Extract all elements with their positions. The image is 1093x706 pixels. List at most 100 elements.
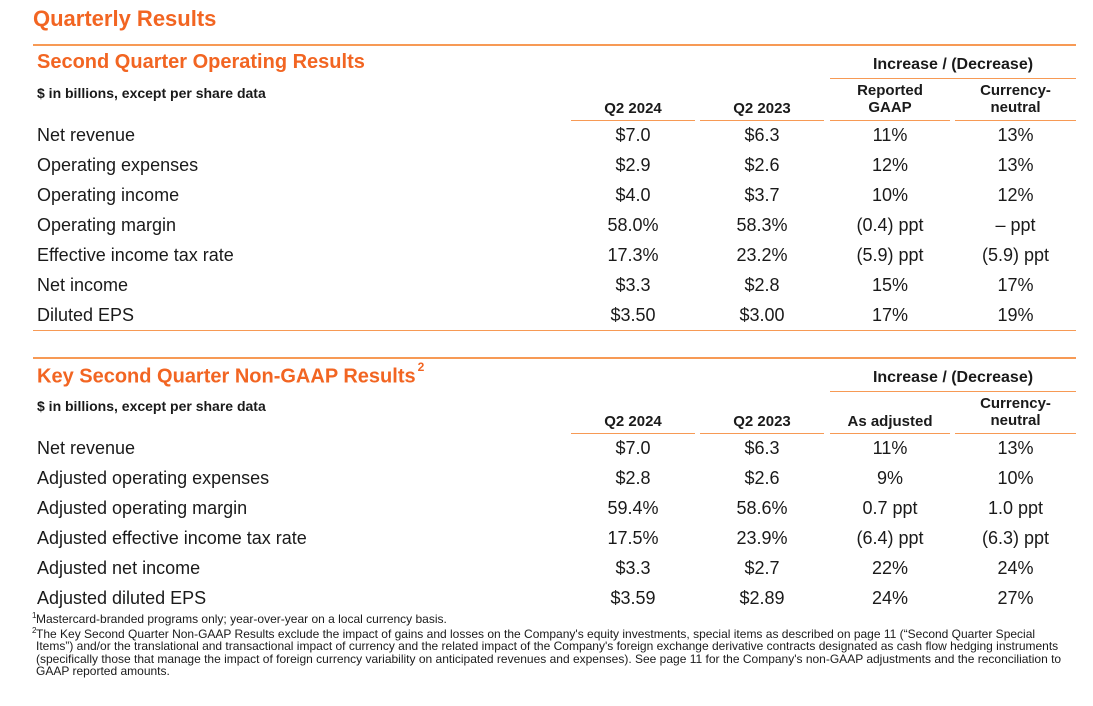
row-label: Effective income tax rate xyxy=(37,245,234,265)
cell-q2024: $7.0 xyxy=(615,125,651,145)
cell-currency-neutral: 17% xyxy=(997,275,1034,295)
table-row: Operating expenses $2.9 $2.6 12% 13% xyxy=(33,151,1076,181)
footnote-text: Mastercard-branded programs only; year-o… xyxy=(36,612,447,626)
footnote-text: The Key Second Quarter Non-GAAP Results … xyxy=(36,626,1062,678)
footnote: 1 Mastercard-branded programs only; year… xyxy=(32,611,1066,626)
table-row: Adjusted net income $3.3 $2.7 22% 24% xyxy=(33,554,1076,584)
column-header-q2023: Q2 2023 xyxy=(733,100,791,117)
cell-as-adjusted: 24% xyxy=(871,588,909,608)
row-label: Operating expenses xyxy=(37,155,199,175)
table-row: Adjusted operating expenses $2.8 $2.6 9%… xyxy=(33,464,1076,494)
cell-q2023: 58.6% xyxy=(736,498,788,518)
cell-currency-neutral: 1.0 ppt xyxy=(987,498,1044,518)
column-rule xyxy=(700,120,824,121)
cell-currency-neutral: 13% xyxy=(997,125,1034,145)
cell-q2023: 58.3% xyxy=(736,215,788,235)
row-label: Adjusted effective income tax rate xyxy=(37,528,307,548)
column-header-line: Currency- xyxy=(980,395,1051,412)
section-title: Second Quarter Operating Results xyxy=(37,51,365,73)
cell-q2024: 59.4% xyxy=(607,498,659,518)
section-bottom-rule xyxy=(33,330,1076,331)
cell-reported-gaap: (5.9) ppt xyxy=(856,245,924,265)
cell-q2024: 58.0% xyxy=(607,215,659,235)
row-label: Net revenue xyxy=(37,438,136,458)
table-row: Net revenue $7.0 $6.3 11% 13% xyxy=(33,121,1076,151)
cell-reported-gaap: (0.4) ppt xyxy=(856,215,924,235)
column-header-line: neutral xyxy=(990,412,1041,429)
column-rule xyxy=(830,120,950,121)
operating-results-section: Second Quarter Operating Results $ in bi… xyxy=(33,44,1076,331)
column-header-reported-gaap: Reported GAAP xyxy=(830,82,950,116)
cell-currency-neutral: 10% xyxy=(997,468,1034,488)
column-header-line: GAAP xyxy=(868,99,912,116)
cell-reported-gaap: 17% xyxy=(871,305,909,325)
cell-q2023: $2.89 xyxy=(739,588,785,608)
table-row: Net revenue $7.0 $6.3 11% 13% xyxy=(33,434,1076,464)
column-rule xyxy=(571,120,695,121)
footnote: 2 The Key Second Quarter Non-GAAP Result… xyxy=(32,626,1066,678)
table-row: Adjusted operating margin 59.4% 58.6% 0.… xyxy=(33,494,1076,524)
cell-currency-neutral: 12% xyxy=(997,185,1034,205)
cell-reported-gaap: 11% xyxy=(872,125,908,145)
column-header-as-adjusted: As adjusted xyxy=(847,413,933,430)
table-row: Effective income tax rate 17.3% 23.2% (5… xyxy=(33,241,1076,271)
row-label: Adjusted operating expenses xyxy=(37,468,270,488)
row-label: Adjusted operating margin xyxy=(37,498,248,518)
table-row: Net income $3.3 $2.8 15% 17% xyxy=(33,271,1076,301)
cell-currency-neutral: 19% xyxy=(997,305,1034,325)
table-row: Operating margin 58.0% 58.3% (0.4) ppt –… xyxy=(33,211,1076,241)
table-row: Diluted EPS $3.50 $3.00 17% 19% xyxy=(33,301,1076,331)
table-row: Adjusted diluted EPS $3.59 $2.89 24% 27% xyxy=(33,584,1076,614)
column-header-line: Currency- xyxy=(980,82,1051,99)
cell-q2023: $6.3 xyxy=(744,438,780,458)
unit-note: $ in billions, except per share data xyxy=(37,398,266,414)
results-table: Net revenue $7.0 $6.3 11% 13% Operating … xyxy=(33,121,1076,331)
increase-decrease-label: Increase / (Decrease) xyxy=(872,56,1034,73)
footnote-ref: 2 xyxy=(417,360,425,374)
unit-note: $ in billions, except per share data xyxy=(37,85,266,101)
cell-currency-neutral: 13% xyxy=(997,155,1034,175)
cell-currency-neutral: 27% xyxy=(997,588,1034,608)
cell-q2024: 17.5% xyxy=(607,528,659,548)
cell-q2023: $2.8 xyxy=(744,275,780,295)
cell-currency-neutral: 13% xyxy=(997,438,1034,458)
cell-currency-neutral: – ppt xyxy=(995,215,1036,235)
cell-q2023: $2.6 xyxy=(744,155,780,175)
row-label: Operating income xyxy=(37,185,180,205)
cell-as-adjusted: 11% xyxy=(872,438,908,458)
cell-q2024: $3.3 xyxy=(615,275,651,295)
cell-q2023: $2.6 xyxy=(744,468,780,488)
column-header-q2024: Q2 2024 xyxy=(604,100,662,117)
cell-as-adjusted: 9% xyxy=(876,468,903,488)
cell-currency-neutral: (5.9) ppt xyxy=(981,245,1050,265)
cell-q2023: $2.7 xyxy=(744,558,780,578)
cell-q2024: $4.0 xyxy=(615,185,651,205)
column-header-q2023: Q2 2023 xyxy=(733,413,791,430)
table-row: Adjusted effective income tax rate 17.5%… xyxy=(33,524,1076,554)
row-label: Net revenue xyxy=(37,125,136,145)
row-label: Operating margin xyxy=(37,215,177,235)
footnote-mark: 1 xyxy=(32,611,37,620)
row-label: Diluted EPS xyxy=(37,305,135,325)
row-label: Adjusted net income xyxy=(37,558,201,578)
cell-q2024: $2.8 xyxy=(615,468,651,488)
cell-q2023: $6.3 xyxy=(744,125,780,145)
cell-as-adjusted: 22% xyxy=(871,558,909,578)
column-rule xyxy=(700,433,824,434)
row-label: Adjusted diluted EPS xyxy=(37,588,207,608)
cell-q2023: 23.2% xyxy=(736,245,788,265)
column-rule xyxy=(955,120,1076,121)
table-row: Operating income $4.0 $3.7 10% 12% xyxy=(33,181,1076,211)
increase-decrease-label: Increase / (Decrease) xyxy=(872,369,1034,386)
cell-q2023: $3.7 xyxy=(744,185,780,205)
section-top-rule xyxy=(33,357,1076,359)
cell-as-adjusted: 0.7 ppt xyxy=(862,498,918,518)
column-rule xyxy=(955,433,1076,434)
results-table: Net revenue $7.0 $6.3 11% 13% Adjusted o… xyxy=(33,434,1076,614)
cell-reported-gaap: 10% xyxy=(871,185,909,205)
column-header-currency-neutral: Currency- neutral xyxy=(955,82,1076,116)
column-header-line: Reported xyxy=(857,82,923,99)
cell-as-adjusted: (6.4) ppt xyxy=(856,528,924,548)
non-gaap-results-section: Key Second Quarter Non-GAAP Results 2 $ i… xyxy=(33,357,1076,608)
cell-q2024: 17.3% xyxy=(607,245,659,265)
